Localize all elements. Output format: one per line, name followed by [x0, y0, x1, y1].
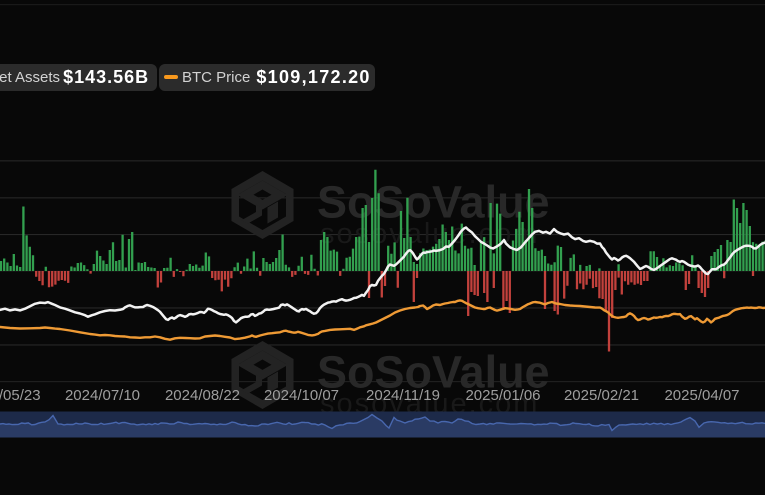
svg-text:2024/08/22: 2024/08/22: [165, 387, 240, 404]
svg-text:SoSoValue: SoSoValue: [317, 347, 550, 398]
svg-text:2025/04/07: 2025/04/07: [664, 387, 739, 404]
svg-text:2024/10/07: 2024/10/07: [264, 387, 339, 404]
svg-text:2024/05/23: 2024/05/23: [0, 387, 41, 404]
svg-text:2024/11/19: 2024/11/19: [366, 387, 440, 404]
svg-text:2024/07/10: 2024/07/10: [65, 387, 140, 404]
svg-text:2025/01/06: 2025/01/06: [465, 387, 540, 404]
svg-text:2025/02/21: 2025/02/21: [564, 387, 639, 404]
svg-text:SoSoValue: SoSoValue: [317, 177, 550, 228]
